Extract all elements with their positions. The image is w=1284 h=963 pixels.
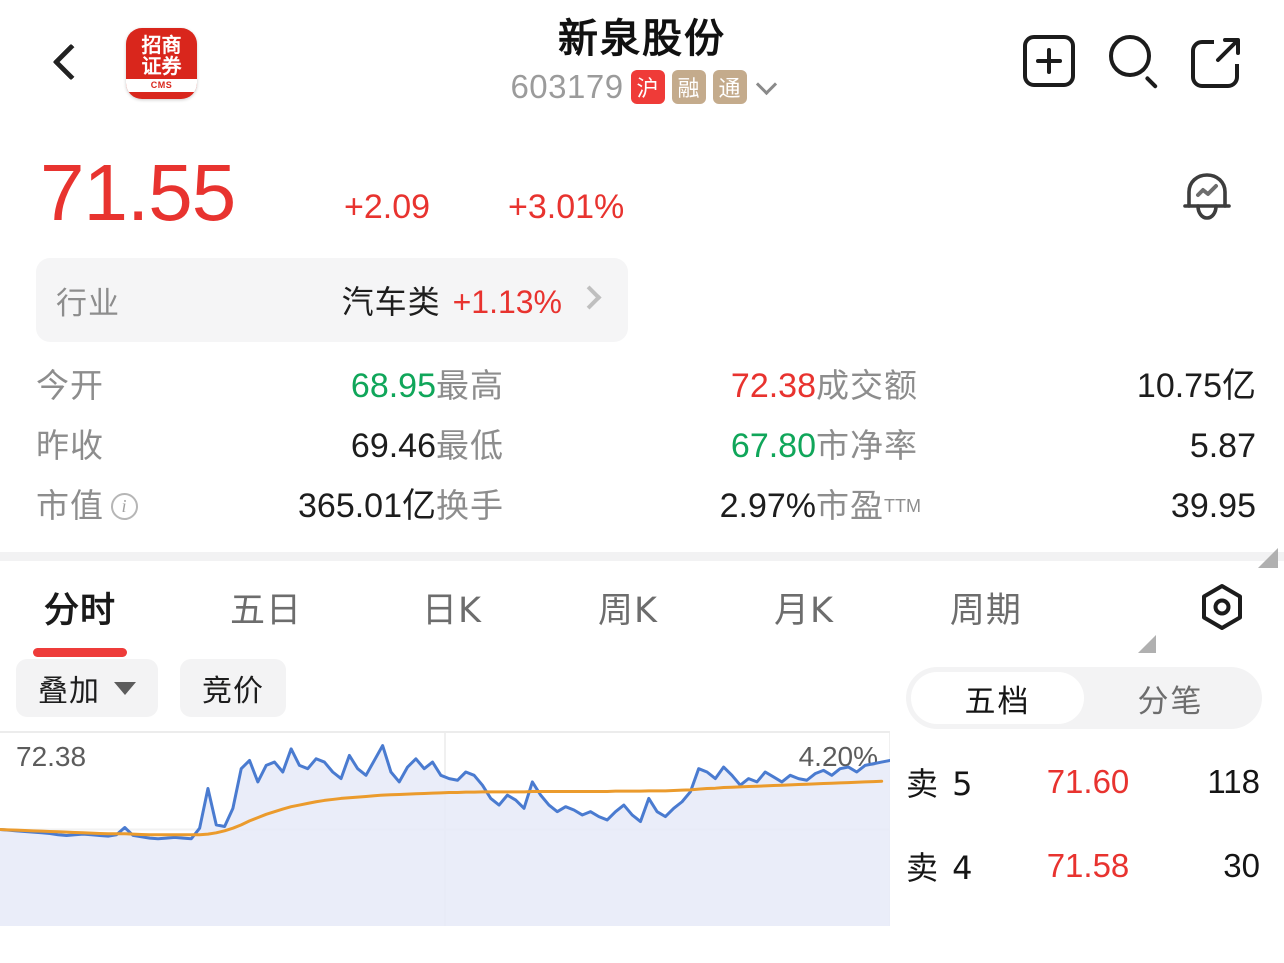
stat-label: 最低 bbox=[436, 427, 504, 464]
stat-value: 68.95 bbox=[350, 367, 436, 405]
stat-value: 10.75亿 bbox=[1136, 367, 1256, 405]
intraday-chart[interactable]: 72.38 4.20% bbox=[0, 731, 890, 926]
chart-and-orderbook: 叠加 竞价 72.38 4.20% 五档 分笔 卖 5 71.60 118 bbox=[0, 653, 1284, 926]
caret-down-icon bbox=[114, 681, 136, 695]
hex-gear-icon[interactable] bbox=[1198, 583, 1246, 631]
chart-period-tabs: 分时 五日 日K 周K 月K 周期 bbox=[0, 561, 1284, 657]
share-icon[interactable] bbox=[1188, 32, 1246, 90]
market-tag-tong: 通 bbox=[712, 70, 747, 104]
stat-value: 2.97% bbox=[719, 487, 816, 525]
add-icon[interactable] bbox=[1020, 32, 1078, 90]
quote-summary: 71.55 +2.09 +3.01% bbox=[0, 140, 1284, 258]
stat-value: 5.87 bbox=[1189, 427, 1256, 465]
stats-grid: 今开 68.95 最高 72.38 成交额 10.75亿 昨收 69.46 最低… bbox=[0, 356, 1284, 536]
stat-label-market-cap: 市值 i bbox=[36, 476, 236, 536]
market-tag-hu: 沪 bbox=[630, 70, 665, 104]
overlay-label: 叠加 bbox=[38, 674, 100, 709]
current-price: 71.55 bbox=[40, 148, 236, 237]
tab-label: 分时 bbox=[44, 590, 117, 631]
tab-label: 日K bbox=[422, 590, 482, 631]
bell-icon[interactable] bbox=[1174, 162, 1240, 228]
tab-label: 月K bbox=[773, 590, 834, 631]
stat-value: 39.95 bbox=[1170, 487, 1256, 525]
chart-canvas bbox=[0, 733, 890, 926]
chevron-down-icon[interactable] bbox=[755, 73, 777, 96]
tab-zhouqi[interactable]: 周期 bbox=[950, 582, 1022, 633]
stat-label-sup: TTM bbox=[884, 496, 921, 516]
overlay-button[interactable]: 叠加 bbox=[16, 659, 158, 717]
tab-zhouk[interactable]: 周K bbox=[598, 582, 658, 633]
order-book-row[interactable]: 卖 4 71.58 30 bbox=[890, 835, 1284, 897]
order-volume: 30 bbox=[1223, 847, 1260, 884]
industry-label: 行业 bbox=[56, 285, 120, 321]
stat-label: 昨收 bbox=[36, 427, 104, 464]
chevron-left-icon bbox=[52, 43, 90, 81]
brand-logo-line1: 招商 bbox=[141, 33, 182, 57]
order-book-tabs: 五档 分笔 bbox=[906, 667, 1262, 729]
industry-value-group: 汽车类 +1.13% bbox=[342, 277, 562, 323]
order-price: 71.58 bbox=[1046, 847, 1130, 884]
bid-button[interactable]: 竞价 bbox=[180, 659, 286, 717]
stat-label: 今开 bbox=[36, 367, 104, 404]
stat-label: 成交额 bbox=[816, 367, 918, 404]
info-icon[interactable]: i bbox=[111, 492, 138, 520]
tab-label: 五日 bbox=[230, 590, 303, 631]
bid-label: 竞价 bbox=[202, 674, 264, 709]
back-button[interactable] bbox=[48, 33, 94, 91]
industry-row[interactable]: 行业 汽车类 +1.13% bbox=[36, 258, 628, 342]
order-level-label: 卖 5 bbox=[906, 765, 975, 803]
order-book-panel: 五档 分笔 卖 5 71.60 118 卖 4 71.58 30 bbox=[890, 653, 1284, 897]
order-level-label: 卖 4 bbox=[906, 849, 975, 887]
tab-label: 周K bbox=[597, 590, 658, 631]
expand-corner-marker[interactable] bbox=[1258, 548, 1278, 568]
market-tag-rong: 融 bbox=[671, 70, 706, 104]
app-header: 招商 证券 CMS 新泉股份 603179 沪 融 通 bbox=[0, 0, 1284, 140]
chart-resize-marker[interactable] bbox=[1138, 635, 1156, 653]
stat-label: 最高 bbox=[436, 367, 504, 404]
tab-yuek[interactable]: 月K bbox=[774, 582, 834, 633]
chevron-right-icon bbox=[577, 285, 602, 310]
stat-value: 67.80 bbox=[730, 427, 816, 465]
order-price: 71.60 bbox=[1046, 763, 1130, 800]
stat-label: 换手 bbox=[436, 487, 504, 524]
brand-logo-sub: CMS bbox=[126, 79, 197, 92]
header-icon-group bbox=[1020, 32, 1246, 90]
stat-label-text: 市值 bbox=[36, 487, 104, 524]
tab-wudang[interactable]: 五档 bbox=[911, 672, 1084, 724]
tab-wuri[interactable]: 五日 bbox=[230, 582, 302, 633]
industry-name: 汽车类 bbox=[341, 284, 441, 320]
active-tab-underline bbox=[33, 647, 127, 657]
tab-label: 周期 bbox=[949, 590, 1022, 631]
stat-value: 72.38 bbox=[730, 367, 816, 405]
stat-value: 365.01亿 bbox=[298, 487, 436, 525]
brand-logo-line2: 证券 bbox=[141, 54, 182, 78]
stock-code: 603179 bbox=[510, 68, 624, 105]
order-volume: 118 bbox=[1207, 763, 1260, 800]
chart-axis-top-price: 72.38 bbox=[16, 741, 87, 772]
change-percent: +3.01% bbox=[508, 188, 625, 226]
brand-logo-cms[interactable]: 招商 证券 CMS bbox=[126, 28, 197, 99]
stat-label-text: 市盈 bbox=[816, 487, 884, 524]
chart-control-chips: 叠加 竞价 bbox=[16, 659, 286, 717]
tab-fenshi[interactable]: 分时 bbox=[33, 582, 127, 657]
stat-label: 市净率 bbox=[816, 427, 918, 464]
tab-fenbi[interactable]: 分笔 bbox=[1137, 683, 1204, 720]
stat-label-pe: 市盈 TTM bbox=[816, 476, 1016, 536]
section-divider bbox=[0, 552, 1284, 561]
search-icon[interactable] bbox=[1104, 32, 1162, 90]
order-book-row[interactable]: 卖 5 71.60 118 bbox=[890, 751, 1284, 813]
tab-rik[interactable]: 日K bbox=[422, 582, 482, 633]
change-absolute: +2.09 bbox=[344, 188, 431, 226]
stat-value: 69.46 bbox=[350, 427, 436, 465]
industry-change: +1.13% bbox=[452, 284, 562, 320]
